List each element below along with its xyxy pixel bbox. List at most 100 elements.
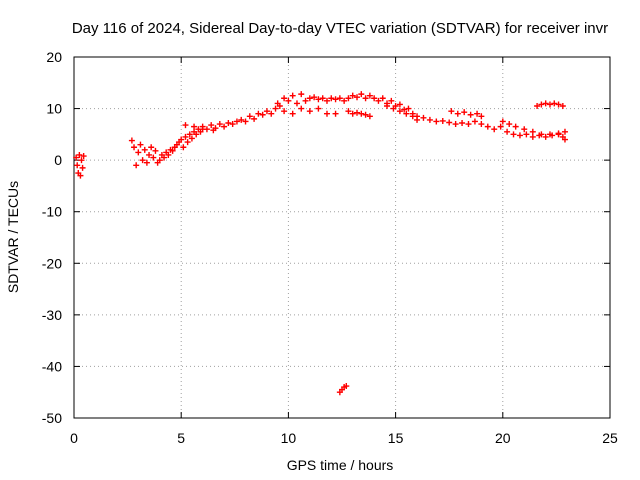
data-point [165,151,172,158]
data-point [182,133,189,140]
plot-frame [73,56,611,419]
data-point [242,118,249,125]
data-point [345,95,352,102]
data-point [523,131,530,138]
data-point [546,101,553,108]
data-point [349,110,356,117]
data-point [131,144,138,151]
data-point [336,95,343,102]
data-point [459,120,466,127]
x-tick-label: 25 [602,430,618,446]
data-point [510,131,517,138]
data-point [559,102,566,109]
data-point [268,110,275,117]
x-axis-label: GPS time / hours [287,457,394,473]
data-point [396,101,403,108]
data-point [238,116,245,123]
data-point [345,108,352,115]
data-point [251,115,258,122]
data-point [332,110,339,117]
data-point [289,92,296,99]
data-point [354,109,361,116]
data-point [263,108,270,115]
data-point [461,109,468,116]
data-point [311,94,318,101]
data-point [323,110,330,117]
data-point [497,123,504,130]
data-point [534,102,541,109]
data-point [506,121,513,128]
data-point [146,151,153,158]
data-point [289,110,296,117]
data-point [390,105,397,112]
y-axis-label: SDTVAR / TECUs [5,181,21,293]
data-point [542,100,549,107]
data-point [298,91,305,98]
data-point [561,136,568,143]
data-point [446,119,453,126]
data-point [229,121,236,128]
data-point [323,97,330,104]
y-tick-label: -40 [42,358,62,374]
data-point [538,101,545,108]
data-point [504,128,511,135]
data-point [76,151,83,158]
data-point [561,128,568,135]
data-point [315,105,322,112]
data-point [403,110,410,117]
data-point [405,105,412,112]
data-point [152,147,159,154]
data-point [439,117,446,124]
data-point [255,110,262,117]
data-point [133,162,140,169]
data-point [216,121,223,128]
data-point [529,128,536,135]
data-point [452,121,459,128]
data-point [319,95,326,102]
x-tick-label: 15 [388,430,404,446]
data-point [362,95,369,102]
data-point [178,136,185,143]
data-point [148,144,155,151]
data-point [156,157,163,164]
data-point [306,108,313,115]
data-point [193,131,200,138]
data-point [349,92,356,99]
data-point [358,91,365,98]
data-point [210,127,217,134]
data-point [306,95,313,102]
data-point [137,141,144,148]
data-point [332,96,339,103]
data-points [73,91,568,396]
data-point [135,149,142,156]
data-point [491,126,498,133]
data-point [401,106,408,113]
data-point [180,144,187,151]
x-tick-label: 20 [495,430,511,446]
data-point [141,146,148,153]
data-point [281,95,288,102]
data-point [281,108,288,115]
data-point [74,162,81,169]
y-tick-label: 0 [54,152,62,168]
data-point [375,97,382,104]
data-point [259,111,266,118]
data-point [420,114,427,121]
data-point [358,110,365,117]
axis-ticks: 0 5 10 15 20 25 -50 -40 -30 -20 -10 0 10 20 [42,49,618,446]
data-point [128,137,135,144]
data-point [388,97,395,104]
data-point [362,111,369,118]
data-point [354,94,361,101]
data-point [396,108,403,115]
data-point [465,121,472,128]
grid [74,57,610,418]
data-point [73,154,80,161]
data-point [293,100,300,107]
x-tick-label: 5 [177,430,185,446]
data-point [546,131,553,138]
data-point [512,123,519,130]
data-point [79,164,86,171]
data-point [467,111,474,118]
